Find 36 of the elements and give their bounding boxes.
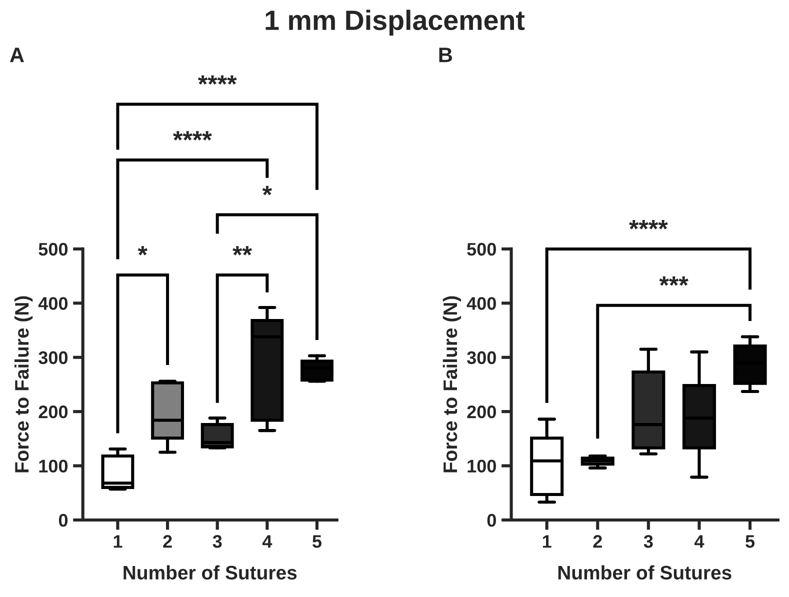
y-tick-label: 500: [38, 242, 68, 256]
y-tick-label: 200: [467, 406, 496, 418]
x-tick-label: 3: [212, 535, 222, 548]
annotation: *: [138, 246, 148, 256]
x-axis-title: Number of Sutures: [558, 565, 732, 580]
x-tick-label: 1: [542, 535, 552, 548]
y-tick-label: 100: [468, 460, 496, 472]
y-tick-label: 400: [466, 297, 496, 310]
x-tick-label: 4: [694, 535, 704, 548]
annotation: ***: [659, 276, 688, 286]
y-axis-title: Force to Failure (N): [14, 296, 33, 472]
y-tick-label: 0: [58, 514, 68, 527]
text: A: [10, 48, 24, 62]
x-tick-label: 3: [644, 535, 653, 548]
x-tick-label: 2: [593, 535, 602, 548]
y-tick-label: 100: [39, 460, 68, 472]
y-tick-label: 300: [466, 351, 496, 364]
x-axis-title: Number of Sutures: [124, 565, 297, 580]
annotation: **: [232, 246, 252, 256]
text: ****: [173, 131, 212, 140]
text: ****: [198, 75, 237, 85]
x-tick-label: 5: [746, 535, 755, 548]
y-axis-title: Force to Failure (N): [442, 296, 462, 472]
y-tick-label: 500: [467, 242, 496, 256]
x-tick-label: 1: [114, 535, 122, 548]
x-tick-label: 4: [262, 535, 272, 548]
text: B: [439, 48, 452, 62]
text: 1 mm Displacement: [266, 10, 525, 36]
y-tick-label: 300: [38, 351, 68, 364]
y-tick-label: 0: [487, 514, 496, 527]
x-tick-label: 5: [312, 535, 322, 548]
y-tick-label: 400: [38, 297, 68, 310]
text: *: [262, 186, 272, 196]
y-tick-label: 200: [38, 406, 68, 418]
text: ****: [629, 220, 668, 230]
x-tick-label: 2: [163, 535, 172, 548]
